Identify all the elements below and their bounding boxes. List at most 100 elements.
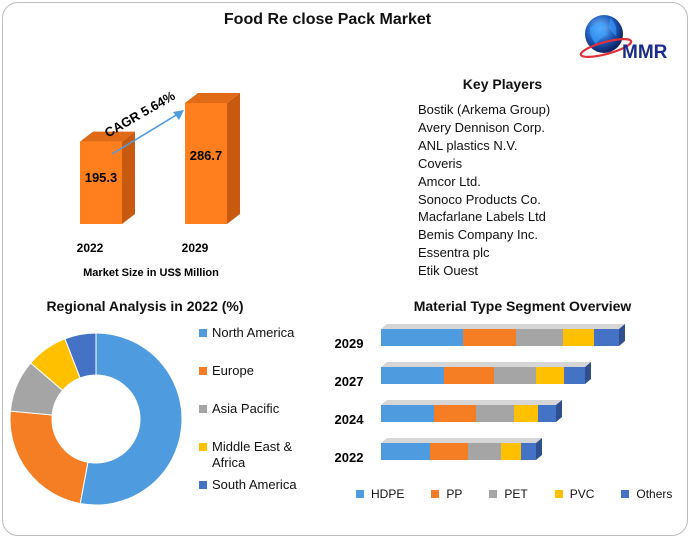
page-title: Food Re close Pack Market <box>223 11 432 28</box>
cagr-arrow <box>111 110 184 155</box>
donut-slice <box>64 332 97 379</box>
legend-label: PVC <box>569 487 595 501</box>
legend-swatch <box>199 405 207 413</box>
donut-slice <box>79 332 183 506</box>
donut-slice <box>9 410 89 505</box>
stacked-segment <box>538 405 556 422</box>
bar-side <box>556 400 562 422</box>
bar-side <box>122 131 135 224</box>
regional-title: Regional Analysis in 2022 (%) <box>46 298 244 314</box>
key-player-item: Etik Ouest <box>418 263 478 279</box>
legend-item: Asia Pacific <box>199 401 329 417</box>
material-title: Material Type Segment Overview <box>413 298 632 314</box>
bar-side <box>585 362 591 384</box>
data-label: 195.3 <box>85 170 118 185</box>
legend-item: PET <box>489 487 528 501</box>
legend-swatch <box>431 490 440 498</box>
legend-item: HDPE <box>356 487 404 501</box>
stacked-segment <box>381 367 444 384</box>
stacked-segment <box>381 443 430 460</box>
stacked-segment <box>514 405 538 422</box>
cagr-label: CAGR 5.64% <box>102 88 178 141</box>
legend-swatch <box>489 490 498 498</box>
key-player-item: Bemis Company Inc. <box>418 227 538 243</box>
legend-item: Europe <box>199 363 329 379</box>
bar <box>185 103 227 224</box>
stacked-segment <box>444 367 494 384</box>
material-stacked-chart: 2029 2027 2024 2022 <box>335 324 625 465</box>
bar-top <box>381 324 625 329</box>
category-label: 2029 <box>335 336 364 351</box>
category-label: 2022 <box>77 241 104 255</box>
legend-label: PP <box>446 487 463 501</box>
legend-label: Middle East & Africa <box>212 439 293 470</box>
legend-item: Others <box>621 487 672 501</box>
stacked-segment <box>536 367 564 384</box>
legend-swatch <box>199 481 207 489</box>
logo: MMR <box>576 8 684 68</box>
legend-label: HDPE <box>371 487 405 501</box>
market-size-xlabel: Market Size in US$ Million <box>83 267 219 279</box>
key-player-item: Coveris <box>418 155 463 171</box>
category-label: 2022 <box>335 450 364 465</box>
stacked-segment <box>463 329 516 346</box>
legend-item: PP <box>431 487 462 501</box>
key-player-item: Amcor Ltd. <box>418 173 481 189</box>
globe-icon: MMR <box>579 15 668 63</box>
market-size-chart: 195.3 2022 286.7 2029 CAGR 5.64% Market Siz… <box>77 88 240 279</box>
material-legend: HDPE PP PET PVC Others <box>356 487 685 501</box>
legend-item: Middle East & Africa <box>199 439 309 471</box>
legend-item: North America <box>199 325 329 341</box>
key-player-item: Bostik (Arkema Group) <box>418 102 551 117</box>
regional-donut-chart <box>9 332 183 506</box>
stacked-segment <box>563 329 594 346</box>
key-player-item: Avery Dennison Corp. <box>418 119 545 135</box>
stacked-segment <box>501 443 521 460</box>
category-label: 2027 <box>335 374 364 389</box>
stacked-segment <box>476 405 514 422</box>
stacked-segment <box>381 329 463 346</box>
key-player-item: ANL plastics N.V. <box>418 137 518 153</box>
bar-top <box>185 93 240 103</box>
legend-label: Asia Pacific <box>212 401 280 416</box>
legend-label: Europe <box>212 363 254 378</box>
legend-label: North America <box>212 325 295 340</box>
category-label: 2024 <box>335 412 365 427</box>
key-players-list: Bostik (Arkema Group) Avery Dennison Cor… <box>418 101 550 280</box>
bar-top <box>381 362 591 367</box>
legend-swatch <box>554 490 563 498</box>
stacked-segment <box>521 443 536 460</box>
stacked-segment <box>434 405 476 422</box>
stacked-segment <box>564 367 585 384</box>
legend-item: South America <box>199 477 329 493</box>
stacked-segment <box>594 329 619 346</box>
logo-text: MMR <box>622 42 668 63</box>
regional-legend: North America Europe Asia Pacific Middle… <box>199 325 329 493</box>
stacked-segment <box>430 443 468 460</box>
legend-swatch <box>356 490 364 498</box>
data-label: 286.7 <box>190 148 223 163</box>
legend-swatch <box>199 367 207 375</box>
bar-side <box>619 324 625 346</box>
key-player-item: Macfarlane Labels Ltd <box>418 209 546 225</box>
legend-item: PVC <box>554 487 595 501</box>
bar-side <box>227 93 240 224</box>
bar <box>80 141 122 224</box>
legend-swatch <box>621 490 630 498</box>
key-players-title: Key Players <box>462 76 543 92</box>
stacked-segment <box>381 405 434 422</box>
bar-side <box>536 438 542 460</box>
key-player-item: Essentra plc <box>418 245 490 261</box>
bar-top <box>381 438 542 443</box>
bar-top <box>80 131 135 142</box>
legend-label: Others <box>636 487 673 501</box>
category-label: 2029 <box>182 241 209 255</box>
stacked-segment <box>494 367 536 384</box>
key-player-item: Sonoco Products Co. <box>418 191 541 207</box>
stacked-segment <box>468 443 501 460</box>
legend-label: South America <box>212 477 297 492</box>
legend-label: PET <box>504 487 528 501</box>
bar-top <box>381 400 562 405</box>
legend-swatch <box>199 329 207 337</box>
